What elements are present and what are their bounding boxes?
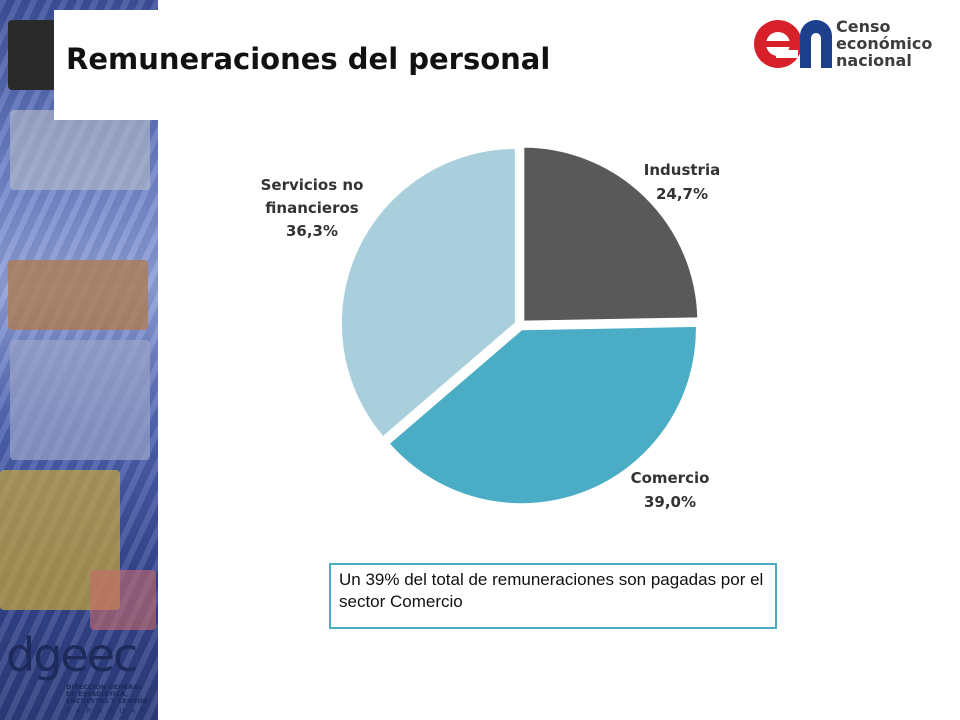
slice-label-comercio-name: Comercio: [630, 469, 710, 487]
slide-title: Remuneraciones del personal: [66, 42, 551, 76]
collage-banknote-image: [10, 110, 150, 190]
pie-chart: Industria 24,7% Comercio 39,0% Servicios…: [200, 110, 840, 550]
pie-slice-comercio: [385, 323, 699, 507]
logo-line-1: Censo: [836, 17, 891, 36]
dgeec-sub-line-1: DIRECCIÓN GENERAL: [66, 683, 143, 691]
censo-logo-text: Censo económico nacional: [836, 18, 932, 69]
pie-slice-servicios: [338, 145, 518, 441]
summary-note: Un 39% del total de remuneraciones son p…: [329, 563, 777, 629]
dgeec-wordmark: dgeec: [6, 628, 138, 682]
slice-label-servicios: Servicios no financieros 36,3%: [246, 174, 378, 243]
slice-label-industria-name: Industria: [643, 161, 721, 179]
title-panel: [54, 10, 540, 120]
collage-banknote-red-image: [90, 570, 156, 630]
dgeec-sub-line-3: ENCUESTAS Y CENSOS: [66, 697, 148, 705]
collage-laboratory-image: [10, 340, 150, 460]
censo-economico-logo: Censo económico nacional: [750, 14, 950, 72]
slice-label-comercio: Comercio 39,0%: [600, 466, 740, 514]
dgeec-country: PARAGUAY: [66, 707, 151, 715]
logo-line-2: económico: [836, 34, 933, 53]
censo-logo-mark: [754, 20, 832, 68]
dgeec-sub-line-2: DE ESTADÍSTICA,: [66, 690, 128, 698]
slice-label-servicios-name: Servicios no financieros: [260, 176, 364, 217]
slice-label-servicios-value: 36,3%: [285, 222, 339, 240]
slice-label-comercio-value: 39,0%: [643, 493, 697, 511]
slice-label-industria-value: 24,7%: [655, 185, 709, 203]
dgeec-logo: dgeec DIRECCIÓN GENERAL DE ESTADÍSTICA, …: [6, 632, 156, 716]
dgeec-subtitle: DIRECCIÓN GENERAL DE ESTADÍSTICA, ENCUES…: [66, 684, 147, 705]
logo-line-3: nacional: [836, 51, 912, 70]
collage-coins-image: [8, 260, 148, 330]
pie-slice-industria: [521, 144, 701, 324]
pie-chart-svg: [338, 144, 701, 507]
slice-label-industria: Industria 24,7%: [612, 158, 752, 206]
